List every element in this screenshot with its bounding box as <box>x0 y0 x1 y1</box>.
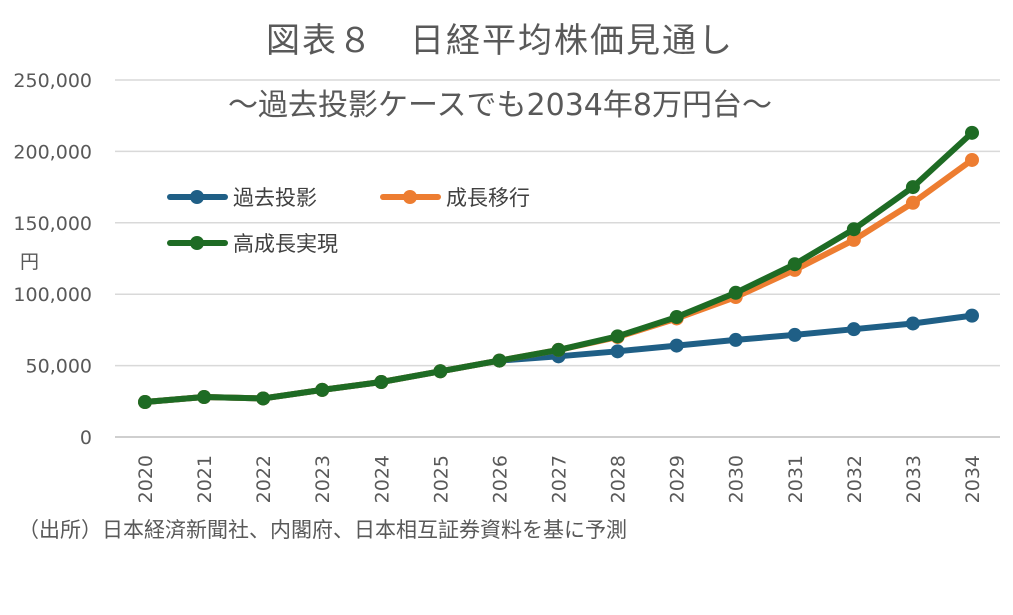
data-point <box>669 338 684 353</box>
y-tick-label: 250,000 <box>13 70 92 92</box>
x-tick-label: 2028 <box>608 455 630 503</box>
y-tick-labels: 250,000 200,000 150,000 100,000 50,000 0 <box>13 70 92 449</box>
data-point <box>374 375 389 390</box>
data-point <box>905 195 920 210</box>
x-tick-label: 2033 <box>903 455 925 503</box>
x-tick-label: 2024 <box>371 455 393 503</box>
x-tick-label: 2022 <box>253 455 275 503</box>
y-axis-label: 円 <box>20 251 39 273</box>
y-tick-label: 200,000 <box>13 141 92 163</box>
y-tick-label: 100,000 <box>13 284 92 306</box>
data-point <box>846 322 861 337</box>
data-point <box>610 329 625 344</box>
x-tick-label: 2020 <box>135 455 157 503</box>
data-point <box>728 332 743 347</box>
chart-title: 図表８ 日経平均株価見通し <box>266 21 734 61</box>
x-tick-label: 2025 <box>430 455 452 503</box>
legend-label: 高成長実現 <box>233 232 338 256</box>
data-point <box>787 257 802 272</box>
legend-marker <box>190 236 204 250</box>
data-point <box>315 382 330 397</box>
legend-item: 過去投影 <box>167 186 317 210</box>
legend-item: 高成長実現 <box>167 232 338 256</box>
data-point <box>846 222 861 237</box>
data-point <box>138 395 152 410</box>
x-tick-label: 2031 <box>785 455 807 503</box>
series-group <box>138 125 979 410</box>
data-point <box>197 390 212 405</box>
data-point <box>492 353 507 368</box>
x-tick-label: 2034 <box>962 455 984 503</box>
data-point <box>728 285 743 300</box>
data-point <box>551 342 566 357</box>
data-point <box>669 310 684 325</box>
x-tick-label: 2030 <box>726 455 748 503</box>
x-tick-label: 2029 <box>667 455 689 503</box>
x-tick-labels: 2020 2021 2022 2023 2024 2025 2026 2027 2028 2029… <box>135 455 984 503</box>
x-tick-label: 2026 <box>489 455 511 503</box>
x-tick-label: 2021 <box>194 455 216 503</box>
data-point <box>905 180 920 195</box>
legend-label: 成長移行 <box>446 186 530 210</box>
legend-marker <box>190 190 204 204</box>
data-point <box>905 316 920 331</box>
y-tick-label: 0 <box>80 427 92 449</box>
data-point <box>787 327 802 342</box>
chart-subtitle: ～過去投影ケースでも2034年8万円台～ <box>228 88 772 123</box>
y-tick-label: 150,000 <box>13 213 92 235</box>
data-point <box>433 364 448 379</box>
x-tick-label: 2023 <box>312 455 334 503</box>
series-3 <box>138 125 979 410</box>
data-point <box>846 232 861 247</box>
gridlines <box>115 79 1000 438</box>
data-point <box>965 308 979 323</box>
data-point <box>610 344 625 359</box>
data-point <box>256 391 271 406</box>
legend-marker <box>403 190 417 204</box>
legend-item: 成長移行 <box>380 186 530 210</box>
y-tick-label: 50,000 <box>26 356 92 378</box>
data-point <box>965 125 979 140</box>
source-note: （出所）日本経済新聞社、内閣府、日本相互証券資料を基に予測 <box>18 518 627 542</box>
x-tick-label: 2027 <box>549 455 571 503</box>
data-point <box>965 152 979 167</box>
legend-label: 過去投影 <box>233 186 317 210</box>
x-tick-label: 2032 <box>844 455 866 503</box>
